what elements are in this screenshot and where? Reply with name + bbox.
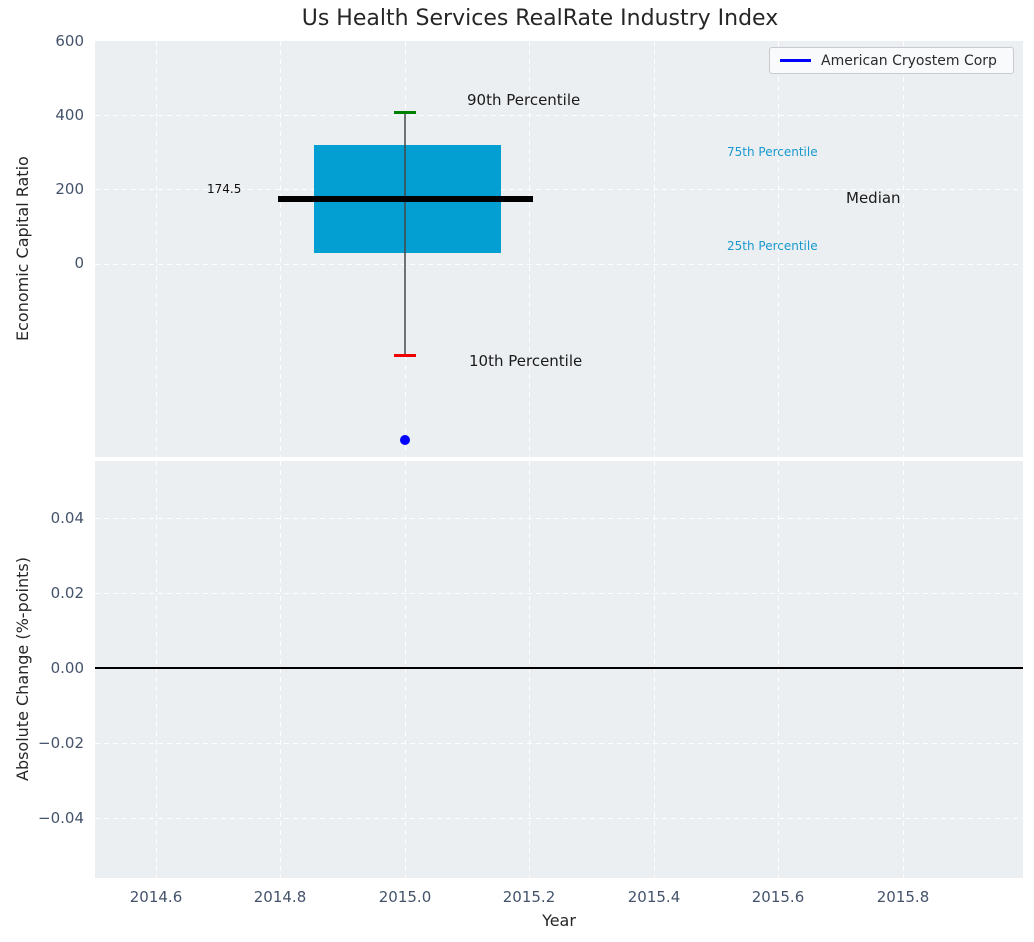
horizontal-gridline--0.02: [95, 743, 1023, 744]
horizontal-gridline-0.04: [95, 518, 1023, 519]
annotation-90th-percentile: 90th Percentile: [467, 91, 581, 109]
company-scatter-point: [400, 435, 410, 445]
vertical-gridline-2014.6: [156, 41, 157, 457]
median-value-label: 174.5: [207, 182, 242, 196]
legend-label: American Cryostem Corp: [821, 52, 997, 69]
bottom-plot-area: [95, 461, 1023, 878]
ytick-top-0: 0: [74, 254, 84, 272]
xtick-2014.8: 2014.8: [253, 888, 307, 906]
p10-cap: [394, 354, 416, 357]
ytick-bottom--0.02: −0.02: [38, 734, 84, 752]
vertical-gridline-2015.4: [654, 461, 655, 878]
chart-title: Us Health Services RealRate Industry Ind…: [301, 6, 779, 31]
y-axis-label-top: Economic Capital Ratio: [13, 156, 32, 342]
ytick-bottom-0.02: 0.02: [50, 584, 84, 602]
vertical-gridline-2015.2: [529, 461, 530, 878]
horizontal-gridline-400: [95, 115, 1023, 116]
top-plot-area: 174.5 90th Percentile 75th Percentile Me…: [95, 41, 1023, 457]
xtick-2015.4: 2015.4: [627, 888, 681, 906]
zero-line: [95, 667, 1023, 669]
xtick-2014.6: 2014.6: [129, 888, 183, 906]
p90-cap: [394, 111, 416, 114]
ytick-top-400: 400: [55, 106, 84, 124]
vertical-gridline-2015.8: [903, 41, 904, 457]
vertical-gridline-2015.0: [405, 461, 406, 878]
ytick-top-600: 600: [55, 32, 84, 50]
median-line: [278, 196, 533, 202]
annotation-75th-percentile: 75th Percentile: [727, 145, 818, 159]
y-axis-label-bottom: Absolute Change (%-points): [13, 557, 32, 782]
ytick-top-200: 200: [55, 180, 84, 198]
horizontal-gridline-0: [95, 264, 1023, 265]
ytick-bottom--0.04: −0.04: [38, 809, 84, 827]
vertical-gridline-2015.6: [778, 461, 779, 878]
horizontal-gridline--0.04: [95, 818, 1023, 819]
xtick-2015.8: 2015.8: [876, 888, 930, 906]
horizontal-gridline-200: [95, 189, 1023, 190]
annotation-10th-percentile: 10th Percentile: [469, 352, 583, 370]
annotation-median: Median: [846, 189, 901, 207]
annotation-25th-percentile: 25th Percentile: [727, 239, 818, 253]
vertical-gridline-2015.4: [654, 41, 655, 457]
xtick-2015.2: 2015.2: [502, 888, 556, 906]
ytick-bottom-0.04: 0.04: [50, 509, 84, 527]
xtick-2015.6: 2015.6: [751, 888, 805, 906]
vertical-gridline-2014.6: [156, 461, 157, 878]
legend-line-swatch: [780, 59, 811, 62]
vertical-gridline-2015.2: [529, 41, 530, 457]
legend: American Cryostem Corp: [769, 47, 1014, 74]
vertical-gridline-2014.8: [280, 41, 281, 457]
whisker-line: [404, 112, 406, 357]
ytick-bottom-0.00: 0.00: [50, 659, 84, 677]
vertical-gridline-2014.8: [280, 461, 281, 878]
vertical-gridline-2015.8: [903, 461, 904, 878]
xtick-2015.0: 2015.0: [378, 888, 432, 906]
x-axis-label: Year: [542, 911, 576, 930]
horizontal-gridline-0.02: [95, 593, 1023, 594]
vertical-gridline-2015.6: [778, 41, 779, 457]
